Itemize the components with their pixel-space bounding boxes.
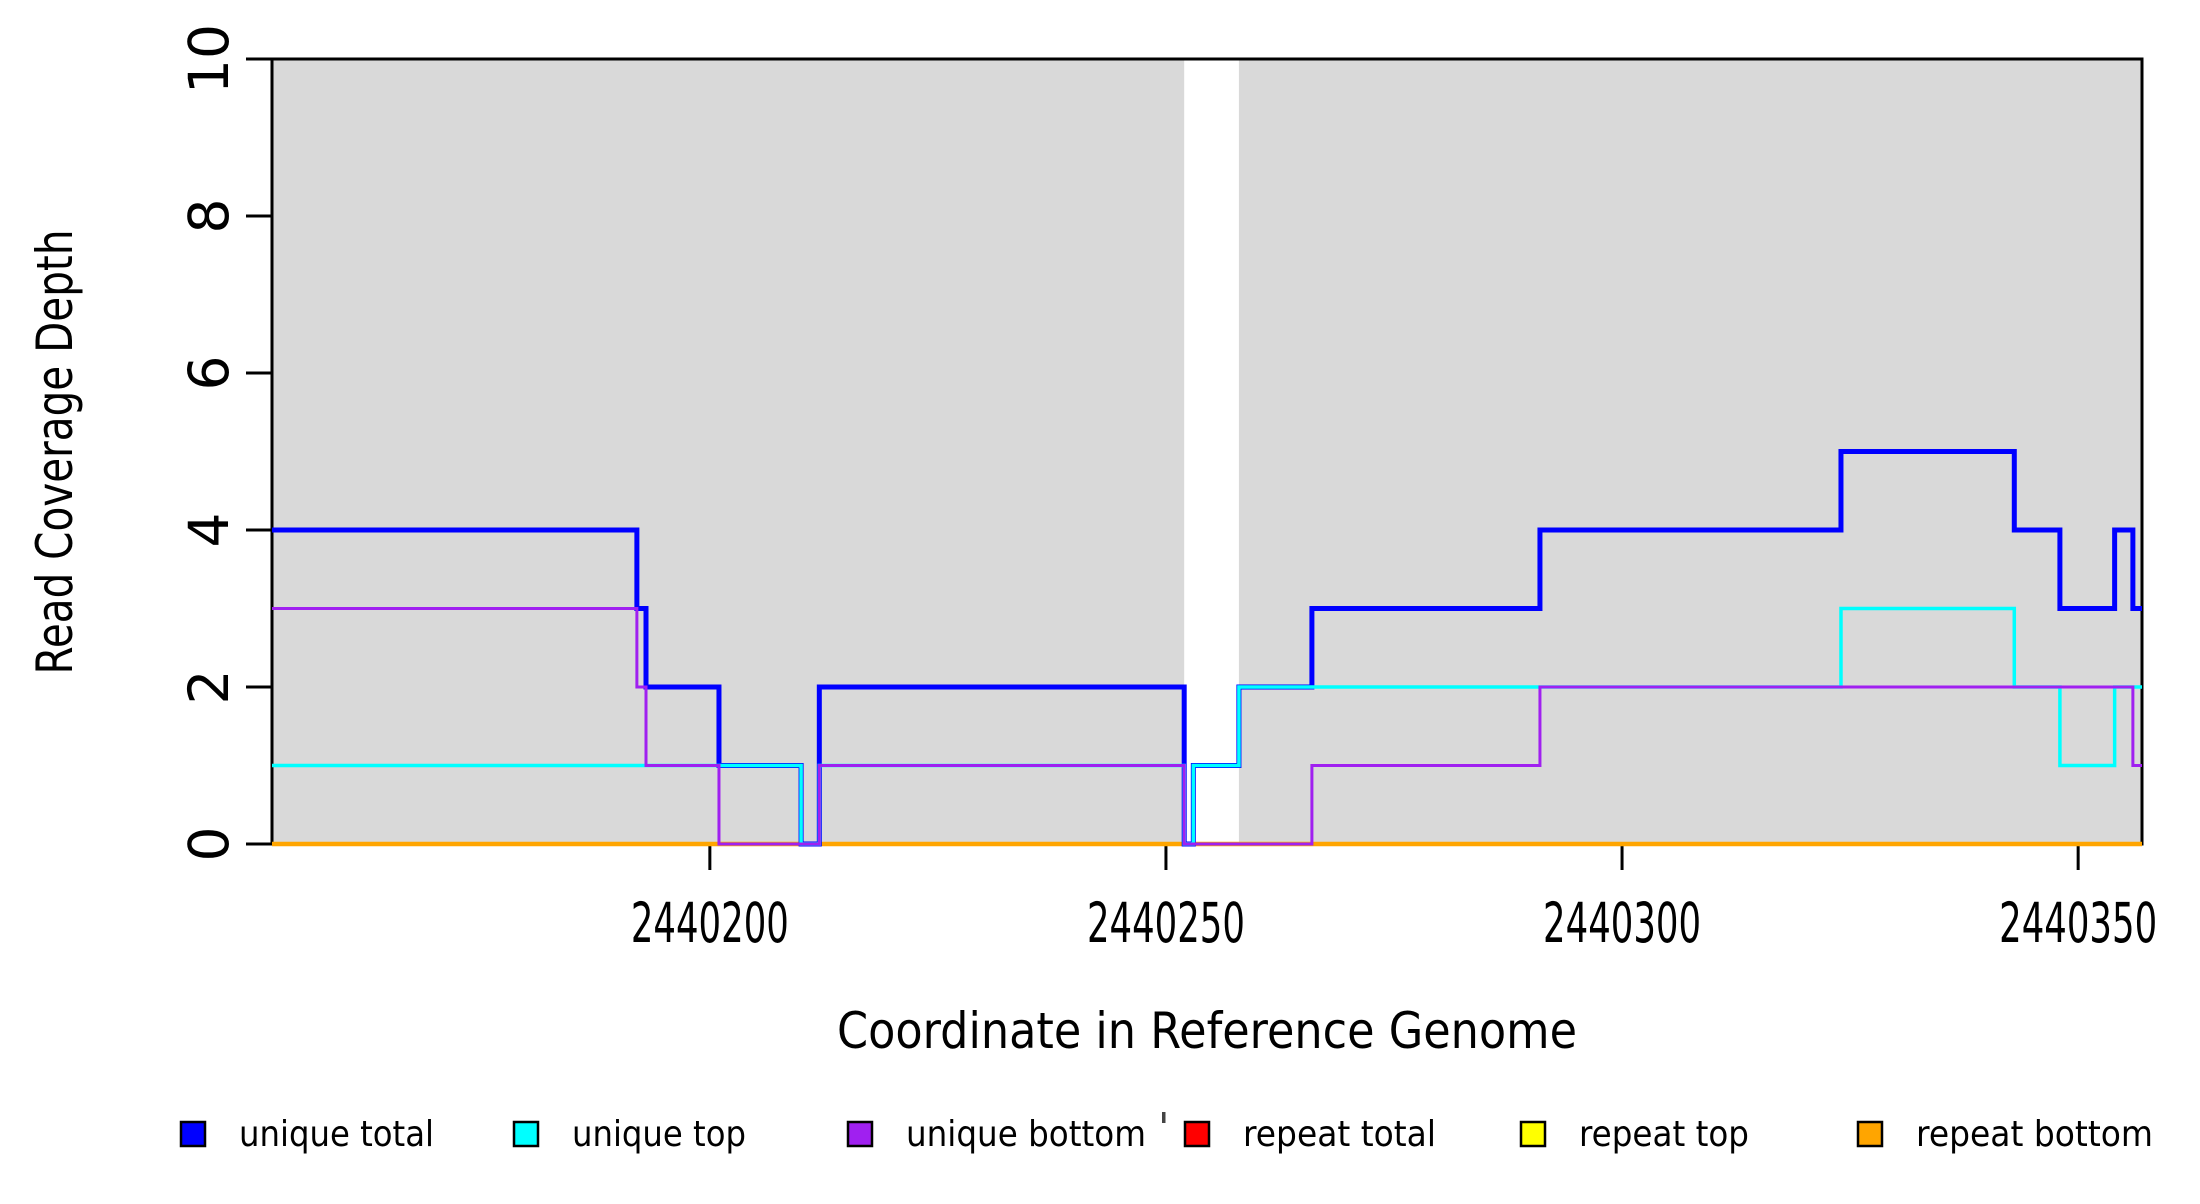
legend-swatch [512, 1120, 540, 1148]
legend: unique total unique top unique bottom repea… [179, 1114, 2153, 1155]
legend-label: repeat bottom [1916, 1114, 2153, 1155]
y-tick-label: 10 [177, 24, 241, 94]
x-tick-label: 2440350 [1999, 891, 2157, 955]
axes: 2440200 2440250 2440300 2440350 0 2 4 6 8 10 [177, 24, 2157, 955]
legend-label: unique top [572, 1114, 746, 1155]
legend-item-repeat-bottom: repeat bottom [1856, 1114, 2153, 1155]
y-tick-label: 8 [177, 199, 241, 234]
legend-swatch [179, 1120, 207, 1148]
step-line-unique-bottom [272, 607, 2142, 846]
legend-item-repeat-top: repeat top [1519, 1114, 1749, 1155]
legend-label: unique total [239, 1114, 434, 1155]
x-tick-label: 2440200 [631, 891, 789, 955]
legend-swatch [1519, 1120, 1547, 1148]
legend-swatch [1856, 1120, 1884, 1148]
y-axis-title: Read Coverage Depth [26, 230, 84, 675]
legend-item-repeat-total: repeat total [1183, 1114, 1436, 1155]
y-tick-label: 6 [177, 356, 241, 391]
legend-item-unique-top: unique top [512, 1114, 746, 1155]
legend-item-unique-total: unique total [179, 1114, 434, 1155]
y-tick-label: 4 [177, 513, 241, 548]
y-tick-label: 0 [177, 827, 241, 862]
legend-label: repeat total [1243, 1114, 1436, 1155]
shaded-region-0 [272, 59, 1185, 844]
y-tick-label: 2 [177, 670, 241, 705]
legend-label: unique bottom [906, 1114, 1146, 1155]
legend-item-unique-bottom: unique bottom [846, 1114, 1146, 1155]
stray-mark [1162, 1112, 1166, 1123]
x-tick-label: 2440250 [1087, 891, 1245, 955]
legend-label: repeat top [1579, 1114, 1749, 1155]
series-lines [272, 449, 2142, 847]
legend-swatch [1183, 1120, 1211, 1148]
x-tick-label: 2440300 [1543, 891, 1701, 955]
legend-swatch [846, 1120, 874, 1148]
x-axis-title: Coordinate in Reference Genome [837, 1002, 1577, 1060]
